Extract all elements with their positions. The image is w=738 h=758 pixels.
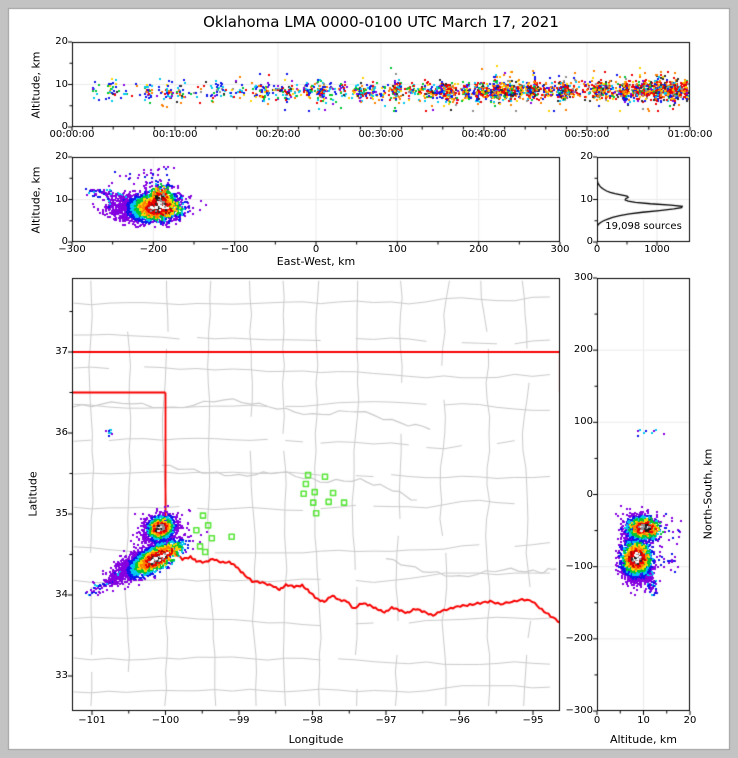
panel-east-west-height — [72, 157, 560, 242]
panel-source-histogram — [597, 157, 690, 242]
panel-north-south-height — [597, 278, 690, 711]
panel-time-height — [72, 42, 690, 127]
panel-plan-view-map — [72, 278, 560, 711]
